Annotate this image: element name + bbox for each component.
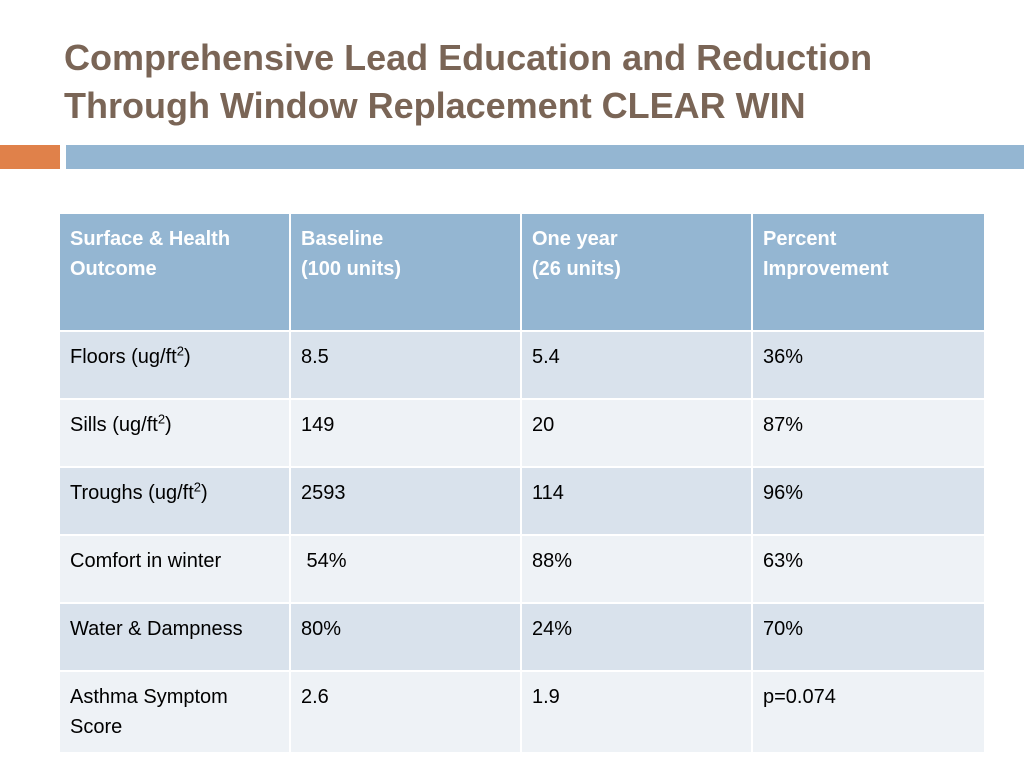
results-table: Surface & Health Outcome Baseline (100 u… bbox=[58, 212, 986, 754]
header-improvement: Percent Improvement bbox=[751, 212, 986, 332]
cell-one-year: 20 bbox=[520, 398, 753, 468]
table-row: Sills (ug/ft2) 149 20 87% bbox=[58, 398, 986, 468]
table-row: Troughs (ug/ft2) 2593 114 96% bbox=[58, 466, 986, 536]
cell-improvement: 70% bbox=[751, 602, 986, 672]
cell-outcome: Sills (ug/ft2) bbox=[58, 398, 291, 468]
cell-improvement: 63% bbox=[751, 534, 986, 604]
cell-outcome: Comfort in winter bbox=[58, 534, 291, 604]
cell-baseline: 54% bbox=[289, 534, 522, 604]
cell-baseline: 2593 bbox=[289, 466, 522, 536]
cell-outcome: Floors (ug/ft2) bbox=[58, 330, 291, 400]
cell-improvement: p=0.074 bbox=[751, 670, 986, 754]
header-outcome: Surface & Health Outcome bbox=[58, 212, 291, 332]
cell-baseline: 149 bbox=[289, 398, 522, 468]
cell-baseline: 80% bbox=[289, 602, 522, 672]
accent-bar-blue bbox=[66, 145, 1024, 169]
cell-baseline: 8.5 bbox=[289, 330, 522, 400]
table-header-row: Surface & Health Outcome Baseline (100 u… bbox=[58, 212, 986, 332]
cell-one-year: 1.9 bbox=[520, 670, 753, 754]
slide-title-line-2: Through Window Replacement CLEAR WIN bbox=[64, 85, 806, 126]
cell-one-year: 24% bbox=[520, 602, 753, 672]
cell-improvement: 87% bbox=[751, 398, 986, 468]
slide-title-line-1: Comprehensive Lead Education and Reducti… bbox=[64, 37, 873, 78]
slide-title: Comprehensive Lead Education and Reducti… bbox=[64, 34, 964, 130]
accent-bar-orange bbox=[0, 145, 60, 169]
header-baseline: Baseline (100 units) bbox=[289, 212, 522, 332]
cell-one-year: 88% bbox=[520, 534, 753, 604]
table-row: Comfort in winter 54% 88% 63% bbox=[58, 534, 986, 604]
table-row: Water & Dampness 80% 24% 70% bbox=[58, 602, 986, 672]
cell-one-year: 114 bbox=[520, 466, 753, 536]
cell-outcome: Water & Dampness bbox=[58, 602, 291, 672]
cell-baseline: 2.6 bbox=[289, 670, 522, 754]
header-one-year: One year (26 units) bbox=[520, 212, 753, 332]
cell-one-year: 5.4 bbox=[520, 330, 753, 400]
cell-improvement: 96% bbox=[751, 466, 986, 536]
cell-outcome: Asthma Symptom Score bbox=[58, 670, 291, 754]
cell-improvement: 36% bbox=[751, 330, 986, 400]
cell-outcome: Troughs (ug/ft2) bbox=[58, 466, 291, 536]
table-row: Floors (ug/ft2) 8.5 5.4 36% bbox=[58, 330, 986, 400]
table-row: Asthma Symptom Score 2.6 1.9 p=0.074 bbox=[58, 670, 986, 754]
